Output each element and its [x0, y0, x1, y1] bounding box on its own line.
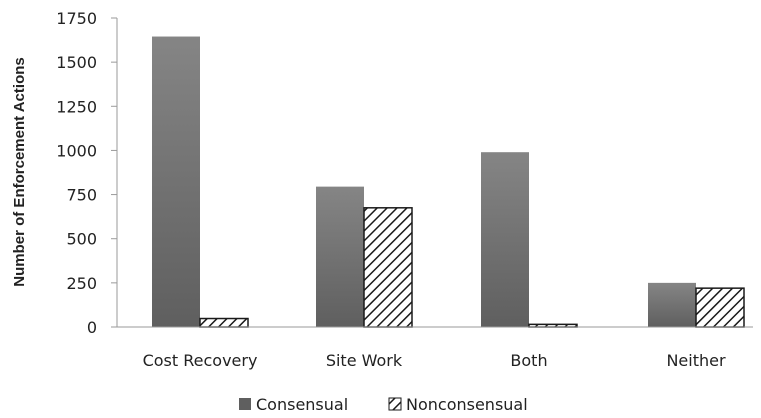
y-tick-label: 250 — [66, 274, 97, 293]
bar-consensual — [152, 36, 200, 327]
y-tick-label: 750 — [66, 186, 97, 205]
bar-consensual — [648, 282, 696, 327]
y-tick-label: 1250 — [56, 97, 97, 116]
bar-nonconsensual — [199, 317, 249, 328]
x-category-label: Site Work — [326, 351, 403, 370]
bar-nonconsensual — [695, 287, 745, 328]
x-category-label: Both — [510, 351, 547, 370]
legend-label-consensual: Consensual — [256, 395, 348, 414]
y-axis-title: Number of Enforcement Actions — [11, 57, 28, 286]
y-tick-label: 1750 — [56, 9, 97, 28]
y-tick-label: 0 — [87, 318, 97, 337]
y-tick-label: 500 — [66, 230, 97, 249]
x-category-label: Cost Recovery — [143, 351, 258, 370]
y-tick-label: 1500 — [56, 53, 97, 72]
bar-consensual — [316, 186, 364, 327]
y-tick-label: 1000 — [56, 141, 97, 160]
legend-label-nonconsensual: Nonconsensual — [406, 395, 528, 414]
legend-swatch-consensual — [239, 398, 251, 410]
bar-consensual — [481, 152, 529, 327]
x-category-label: Neither — [666, 351, 726, 370]
legend: Consensual Nonconsensual — [239, 395, 528, 414]
legend-swatch-nonconsensual — [388, 397, 402, 411]
bar-nonconsensual — [363, 207, 413, 328]
